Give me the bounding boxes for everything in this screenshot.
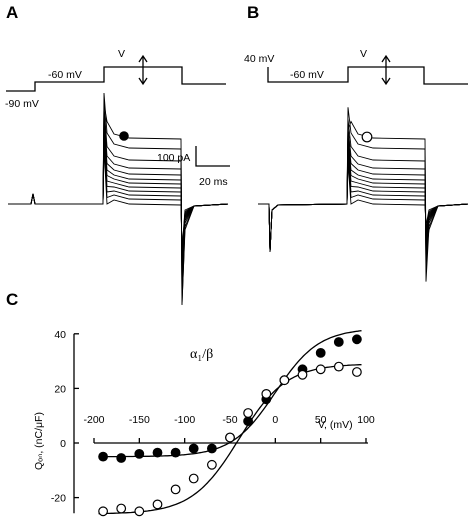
- data-point-filled: [116, 453, 127, 463]
- scale-bar-current-label: 100 pA: [157, 152, 190, 164]
- data-point-filled: [188, 443, 199, 454]
- current-trace: [8, 131, 229, 267]
- data-point-filled: [206, 443, 217, 454]
- panel-a-current-traces: [8, 92, 229, 306]
- data-point-open: [152, 499, 163, 510]
- data-point-open: [352, 367, 362, 377]
- data-point-filled: [243, 416, 254, 427]
- panel-b-arrow-up-head: [381, 54, 391, 63]
- y-tick-label: -20: [51, 493, 66, 505]
- data-point-filled: [333, 337, 344, 347]
- panel-b-test-label: V: [360, 48, 367, 60]
- panel-b-label: B: [247, 3, 259, 22]
- panel-b-prepulse-label: -60 mV: [290, 69, 324, 81]
- panel-b-arrow-down-head: [381, 77, 391, 86]
- panel-c-label: C: [6, 290, 18, 309]
- current-trace: [258, 142, 469, 253]
- current-trace: [8, 118, 229, 280]
- panel-a-arrow-up-head: [138, 54, 148, 63]
- x-tick-label: -100: [174, 414, 195, 426]
- chart-title: α₁/β: [190, 347, 213, 362]
- y-tick-label: 0: [60, 438, 66, 450]
- current-trace: [8, 143, 229, 255]
- data-point-open: [206, 459, 217, 470]
- scale-bar-time-label: 20 ms: [199, 176, 228, 188]
- panel-a-test-label: V: [118, 48, 125, 60]
- chart-xlabel: V, (mV): [318, 419, 353, 431]
- chart-ylabel: Qₒₙ, (nC/μF): [33, 412, 45, 470]
- panel-a-protocol: -90 mV -60 mV V: [5, 48, 226, 110]
- panel-b-protocol: 40 mV -60 mV V: [244, 48, 468, 86]
- current-trace: [258, 127, 469, 262]
- current-trace: [258, 120, 469, 253]
- data-point-open: [243, 408, 254, 418]
- current-trace: [8, 148, 229, 250]
- current-trace: [8, 103, 229, 305]
- panel-a-holding-label: -90 mV: [5, 98, 39, 110]
- current-trace: [8, 135, 229, 263]
- data-point-filled: [152, 447, 163, 458]
- scale-bar-lines: [195, 146, 230, 167]
- data-point-filled: [98, 451, 108, 462]
- x-tick-label: 100: [357, 414, 375, 426]
- panel-a-filled-circle-marker: [119, 131, 129, 141]
- current-trace: [8, 139, 229, 259]
- current-trace: [8, 112, 229, 286]
- panel-b-holding-label: 40 mV: [244, 53, 274, 65]
- data-point-open: [225, 432, 235, 443]
- panel-a-scale-bar: 100 pA 20 ms: [157, 146, 230, 188]
- panel-b-current-traces: [258, 107, 469, 282]
- panel-b-open-circle-marker: [361, 131, 373, 143]
- data-point-open: [188, 473, 199, 484]
- current-trace: [258, 133, 469, 256]
- current-trace: [258, 119, 469, 270]
- data-point-open: [170, 484, 181, 495]
- x-tick-label: -50: [222, 414, 237, 426]
- panel-a-arrow-down-head: [138, 77, 148, 86]
- x-tick-label: 50: [315, 414, 327, 426]
- data-point-open: [134, 506, 145, 517]
- data-point-filled: [170, 447, 181, 458]
- data-point-filled: [134, 449, 145, 459]
- data-point-open: [333, 361, 344, 372]
- y-tick-label: 20: [54, 383, 66, 395]
- current-trace: [8, 92, 229, 306]
- x-tick-label: -150: [129, 414, 150, 426]
- panel-a-prepulse-label: -60 mV: [48, 69, 82, 81]
- data-point-filled: [315, 348, 326, 358]
- panel-a-voltage-protocol-line: [6, 66, 226, 92]
- current-trace: [258, 154, 469, 253]
- data-point-open: [297, 369, 308, 380]
- data-point-open: [261, 389, 272, 399]
- y-tick-label: 40: [54, 329, 66, 341]
- x-tick-label: -200: [83, 414, 104, 426]
- current-trace: [8, 104, 229, 294]
- data-point-filled: [352, 334, 362, 345]
- panel-a-label: A: [6, 3, 18, 22]
- data-point-open: [279, 375, 290, 386]
- current-trace: [8, 127, 229, 271]
- panel-b-voltage-protocol-line: [267, 66, 468, 85]
- current-trace: [8, 123, 229, 275]
- data-point-open: [98, 506, 108, 517]
- current-trace: [258, 146, 469, 253]
- data-point-open: [116, 503, 127, 514]
- x-tick-label: 0: [272, 414, 278, 426]
- current-trace: [258, 138, 469, 253]
- data-point-open: [315, 364, 326, 375]
